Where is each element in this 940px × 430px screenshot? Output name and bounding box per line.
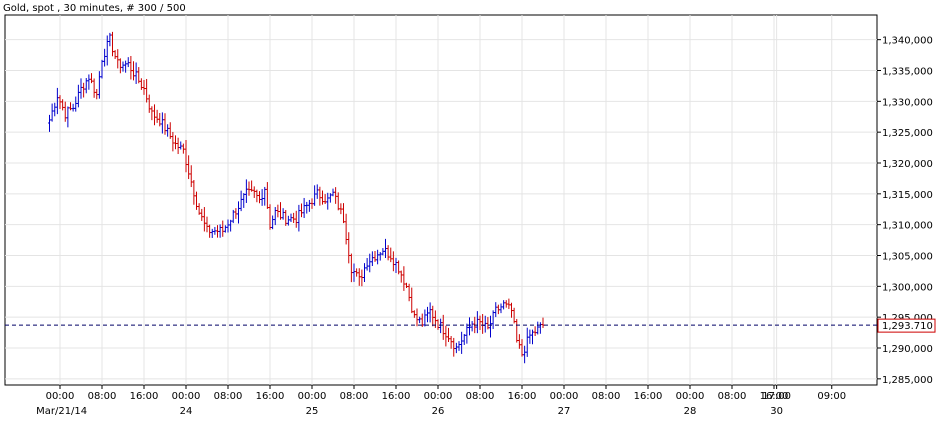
grid-layer xyxy=(5,15,881,389)
overlay-layer: 1,285,0001,290,0001,295,0001,300,0001,30… xyxy=(5,36,936,417)
x-tick-label: 16:00 xyxy=(508,391,537,402)
x-tick-label: 16:00 xyxy=(634,391,663,402)
x-tick-label: 16:00 xyxy=(256,391,285,402)
x-tick-label: 16:00 xyxy=(130,391,159,402)
y-tick-label: 1,290,000 xyxy=(882,344,933,355)
y-tick-label: 1,330,000 xyxy=(882,97,933,108)
y-tick-label: 1,340,000 xyxy=(882,36,933,47)
x-tick-label: 08:00 xyxy=(340,391,369,402)
x-tick-label: 00:00 xyxy=(676,391,705,402)
y-tick-label: 1,285,000 xyxy=(882,375,933,386)
x-tick-label: 16:00 xyxy=(382,391,411,402)
x-date-label: 25 xyxy=(306,406,319,417)
x-tick-label: 08:00 xyxy=(592,391,621,402)
chart-title: Gold, spot , 30 minutes, # 300 / 500 xyxy=(3,3,186,14)
x-date-label: Mar/21/14 xyxy=(36,406,87,417)
last-price-label: 1,293.710 xyxy=(882,321,933,332)
x-tick-label: 08:00 xyxy=(466,391,495,402)
candle-layer xyxy=(48,31,545,364)
x-tick-label: 00:00 xyxy=(424,391,453,402)
x-tick-label: 08:00 xyxy=(718,391,747,402)
x-tick-label: 16:00 xyxy=(760,391,789,402)
x-tick-label: 09:00 xyxy=(817,391,846,402)
y-tick-label: 1,300,000 xyxy=(882,282,933,293)
x-tick-label: 08:00 xyxy=(88,391,117,402)
x-tick-label: 00:00 xyxy=(46,391,75,402)
y-tick-label: 1,310,000 xyxy=(882,221,933,232)
x-date-label: 30 xyxy=(770,406,783,417)
x-tick-label: 08:00 xyxy=(214,391,243,402)
x-tick-label: 00:00 xyxy=(550,391,579,402)
y-tick-label: 1,320,000 xyxy=(882,159,933,170)
x-date-label: 26 xyxy=(432,406,445,417)
x-date-label: 24 xyxy=(180,406,193,417)
x-tick-label: 17:00 xyxy=(762,391,791,402)
y-tick-label: 1,315,000 xyxy=(882,190,933,201)
y-tick-label: 1,325,000 xyxy=(882,128,933,139)
x-tick-label: 00:00 xyxy=(172,391,201,402)
last-price-box xyxy=(877,318,936,333)
x-date-label: 27 xyxy=(558,406,571,417)
x-date-label: 28 xyxy=(684,406,697,417)
y-tick-label: 1,335,000 xyxy=(882,67,933,78)
y-tick-label: 1,305,000 xyxy=(882,252,933,263)
x-tick-label: 00:00 xyxy=(298,391,327,402)
